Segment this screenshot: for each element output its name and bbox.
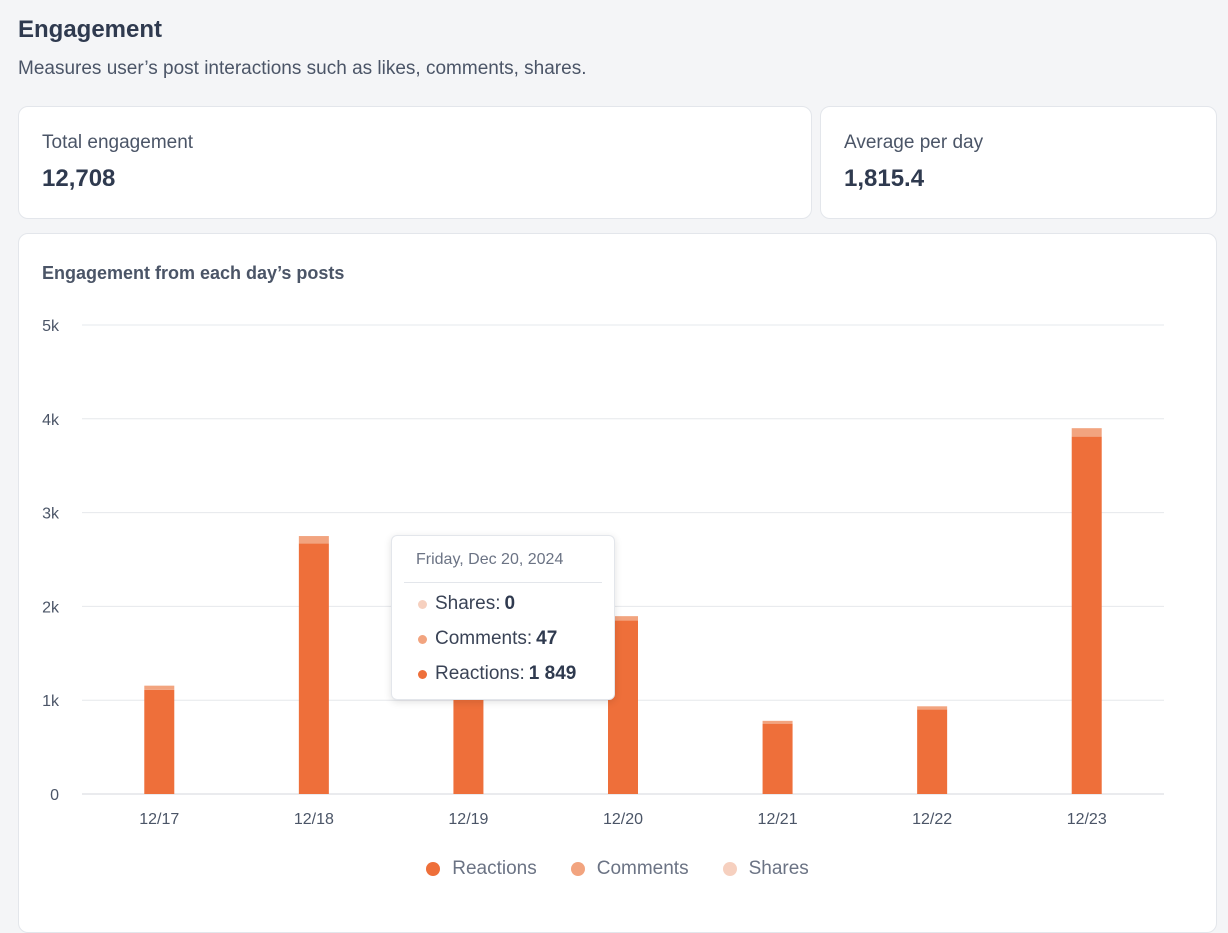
tooltip-row-comments: Comments: 47 xyxy=(418,628,557,650)
x-tick-label: 12/21 xyxy=(758,811,798,828)
engagement-bar-chart: 0 1k 2k 3k 4k 5k 12/17 12/18 12/19 12/20 12/21 12/2… xyxy=(42,318,1164,828)
y-tick-label: 5k xyxy=(42,318,60,335)
legend-label-comments: Comments xyxy=(596,858,689,879)
y-tick-label: 3k xyxy=(42,506,60,523)
bar-reactions xyxy=(144,689,175,794)
tooltip-reactions-label: Reactions: xyxy=(435,663,525,684)
bar-reactions xyxy=(762,723,793,794)
x-tick-label: 12/19 xyxy=(448,811,488,828)
y-tick-label: 0 xyxy=(50,787,59,804)
tooltip-row-reactions: Reactions: 1 849 xyxy=(418,663,576,685)
tooltip-comments-value: 47 xyxy=(536,628,558,649)
x-tick-label: 12/20 xyxy=(603,811,643,828)
chart-title: Engagement from each day’s posts xyxy=(42,263,345,283)
reactions-dot-icon xyxy=(426,862,441,876)
comments-dot-icon xyxy=(418,634,427,644)
legend-item-shares[interactable]: Shares xyxy=(722,858,809,880)
y-tick-label: 4k xyxy=(42,412,60,429)
legend-item-comments[interactable]: Comments xyxy=(570,858,689,880)
average-per-day-value: 1,815.4 xyxy=(844,165,925,192)
page-subtitle: Measures user’s post interactions such a… xyxy=(18,58,587,79)
x-tick-label: 12/18 xyxy=(294,811,334,828)
tooltip-comments-label: Comments: xyxy=(435,628,533,649)
total-engagement-value: 12,708 xyxy=(42,165,116,192)
x-tick-label: 12/17 xyxy=(139,811,179,828)
legend-item-reactions[interactable]: Reactions xyxy=(426,858,537,880)
legend-label-shares: Shares xyxy=(748,858,809,879)
page-title: Engagement xyxy=(18,16,163,43)
tooltip-shares-label: Shares: xyxy=(435,593,501,614)
total-engagement-card: Total engagement 12,708 xyxy=(18,106,812,219)
bar-reactions xyxy=(453,690,484,794)
comments-dot-icon xyxy=(570,862,585,876)
bar-comments xyxy=(1071,428,1102,437)
chart-legend: Reactions Comments Shares xyxy=(19,858,1216,880)
bar-comments xyxy=(298,536,329,544)
bar-reactions xyxy=(298,543,329,794)
tooltip-row-shares: Shares: 0 xyxy=(418,593,515,615)
bar-comments xyxy=(762,720,793,724)
chart-tooltip: Friday, Dec 20, 2024 Shares: 0 Comments:… xyxy=(391,535,615,700)
x-tick-label: 12/23 xyxy=(1067,811,1107,828)
y-tick-label: 1k xyxy=(42,693,60,710)
bar-comments xyxy=(144,685,175,690)
bar-comments xyxy=(917,706,948,710)
tooltip-shares-value: 0 xyxy=(504,593,516,614)
shares-dot-icon xyxy=(418,599,427,609)
engagement-chart-card: Engagement from each day’s posts 0 1k 2k 3k… xyxy=(18,233,1217,933)
average-per-day-card: Average per day 1,815.4 xyxy=(820,106,1217,219)
x-tick-label: 12/22 xyxy=(912,811,952,828)
reactions-dot-icon xyxy=(418,669,427,679)
tooltip-date: Friday, Dec 20, 2024 xyxy=(416,551,564,568)
tooltip-divider xyxy=(404,582,602,583)
bar-reactions xyxy=(1071,436,1102,794)
tooltip-reactions-value: 1 849 xyxy=(528,663,577,684)
bar-comments xyxy=(608,616,638,621)
total-engagement-label: Total engagement xyxy=(42,132,194,153)
shares-dot-icon xyxy=(722,862,737,876)
bar-reactions xyxy=(917,709,948,794)
legend-label-reactions: Reactions xyxy=(452,858,537,879)
y-tick-label: 2k xyxy=(42,599,60,616)
average-per-day-label: Average per day xyxy=(844,132,984,153)
